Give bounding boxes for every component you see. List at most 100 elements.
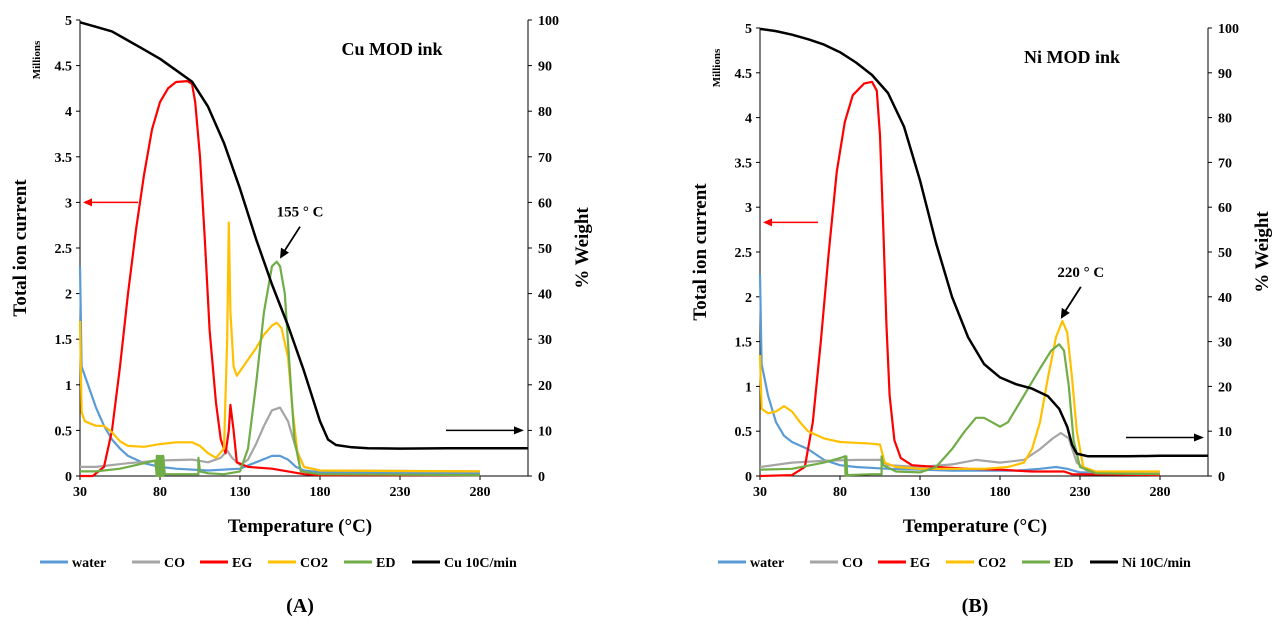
y-left-tick-label: 1.5 xyxy=(735,336,753,351)
y-left-tick-label: 4 xyxy=(745,112,752,127)
peak-annotation-label: 155 ° C xyxy=(277,205,324,221)
y-axis-left-title: Total ion current xyxy=(10,179,31,317)
x-tick-label: 230 xyxy=(1070,485,1091,500)
left-axis-arrowhead xyxy=(83,198,92,207)
y-right-tick-label: 10 xyxy=(538,424,552,439)
peak-annotation-arrow xyxy=(283,226,301,253)
y-right-tick-label: 70 xyxy=(538,151,552,166)
y-axis-right-title: % Weight xyxy=(572,207,593,289)
y-left-tick-label: 1.5 xyxy=(55,333,73,348)
y-left-tick-label: 3.5 xyxy=(735,156,753,171)
peak-annotation-arrowhead xyxy=(280,247,289,259)
series-line-ed xyxy=(80,260,481,478)
y-axis-left-unit: Millions xyxy=(31,40,43,79)
legend-label: water xyxy=(72,556,106,571)
y-right-tick-label: 0 xyxy=(1218,470,1225,485)
chart-title: Cu MOD ink xyxy=(341,39,442,59)
legend-label: EG xyxy=(232,556,252,571)
y-left-tick-label: 3 xyxy=(745,201,752,216)
chart-panel-b: 00.511.522.533.544.550102030405060708090… xyxy=(690,22,1273,617)
y-left-tick-label: 0 xyxy=(745,470,752,485)
x-tick-label: 280 xyxy=(470,485,491,500)
x-tick-label: 180 xyxy=(310,485,331,500)
legend-label: Cu 10C/min xyxy=(444,556,517,571)
y-right-tick-label: 60 xyxy=(538,196,552,211)
y-right-tick-label: 50 xyxy=(1218,246,1232,261)
peak-annotation-arrowhead xyxy=(1060,307,1070,319)
legend-label: water xyxy=(750,556,784,571)
series-line-co xyxy=(80,406,481,473)
legend-label: ED xyxy=(1054,556,1073,571)
legend-label: ED xyxy=(376,556,395,571)
x-tick-label: 230 xyxy=(390,485,411,500)
x-axis-title: Temperature (°C) xyxy=(228,516,372,537)
series-line-co2 xyxy=(758,319,1160,473)
x-tick-label: 30 xyxy=(73,485,87,500)
y-left-tick-label: 3.5 xyxy=(55,151,73,166)
chart-panel-a: 00.511.522.533.544.550102030405060708090… xyxy=(10,14,593,617)
y-right-tick-label: 80 xyxy=(1218,112,1232,127)
peak-annotation-arrow xyxy=(1064,286,1082,313)
legend-label: CO xyxy=(842,556,863,571)
x-tick-label: 80 xyxy=(153,485,167,500)
x-tick-label: 280 xyxy=(1150,485,1171,500)
y-left-tick-label: 0.5 xyxy=(55,424,73,439)
series-line-eg xyxy=(80,79,480,478)
y-left-tick-label: 3 xyxy=(65,196,72,211)
y-right-tick-label: 20 xyxy=(1218,380,1232,395)
legend-label: Ni 10C/min xyxy=(1122,556,1191,571)
y-left-tick-label: 2 xyxy=(745,291,752,306)
y-left-tick-label: 0 xyxy=(65,470,72,485)
y-left-tick-label: 1 xyxy=(65,379,72,394)
series-line-water xyxy=(78,266,481,475)
y-right-tick-label: 30 xyxy=(538,333,552,348)
x-tick-label: 30 xyxy=(753,485,767,500)
right-axis-arrowhead xyxy=(514,426,524,435)
y-right-tick-label: 70 xyxy=(1218,156,1232,171)
y-left-tick-label: 2.5 xyxy=(55,242,73,257)
chart-title: Ni MOD ink xyxy=(1024,47,1120,67)
x-tick-label: 130 xyxy=(230,485,251,500)
y-right-tick-label: 30 xyxy=(1218,336,1232,351)
legend-label: CO xyxy=(164,556,185,571)
y-right-tick-label: 90 xyxy=(538,60,552,75)
y-left-tick-label: 5 xyxy=(65,14,72,29)
y-left-tick-label: 0.5 xyxy=(735,425,753,440)
y-left-tick-label: 4.5 xyxy=(735,67,753,82)
legend-label: CO2 xyxy=(978,556,1006,571)
y-left-tick-label: 5 xyxy=(745,22,752,37)
x-tick-label: 180 xyxy=(990,485,1011,500)
y-right-tick-label: 80 xyxy=(538,105,552,120)
y-left-tick-label: 2.5 xyxy=(735,246,753,261)
y-axis-left-unit: Millions xyxy=(711,48,723,87)
y-right-tick-label: 60 xyxy=(1218,201,1232,216)
y-right-tick-label: 40 xyxy=(1218,291,1232,306)
peak-annotation-label: 220 ° C xyxy=(1057,265,1104,281)
y-right-tick-label: 10 xyxy=(1218,425,1232,440)
y-left-tick-label: 2 xyxy=(65,288,72,303)
series-line-co2 xyxy=(78,221,481,473)
series-line-water xyxy=(758,274,1161,476)
y-right-tick-label: 20 xyxy=(538,379,552,394)
y-right-tick-label: 100 xyxy=(538,14,559,29)
y-right-tick-label: 100 xyxy=(1218,22,1239,37)
y-right-tick-label: 90 xyxy=(1218,67,1232,82)
legend-label: EG xyxy=(910,556,930,571)
y-right-tick-label: 0 xyxy=(538,470,545,485)
y-axis-right-title: % Weight xyxy=(1252,211,1273,293)
x-tick-label: 80 xyxy=(833,485,847,500)
x-tick-label: 130 xyxy=(910,485,931,500)
y-left-tick-label: 1 xyxy=(745,380,752,395)
x-axis-title: Temperature (°C) xyxy=(903,516,1047,537)
series-line-cu-10c-min xyxy=(79,21,528,450)
left-axis-arrowhead xyxy=(763,218,772,227)
legend-label: CO2 xyxy=(300,556,328,571)
y-right-tick-label: 40 xyxy=(538,288,552,303)
y-left-tick-label: 4.5 xyxy=(55,60,73,75)
panel-letter-label: (A) xyxy=(286,595,314,617)
series-line-ni-10c-min xyxy=(759,27,1208,458)
series-line-ed xyxy=(759,343,1161,478)
y-left-tick-label: 4 xyxy=(65,105,72,120)
y-right-tick-label: 50 xyxy=(538,242,552,257)
